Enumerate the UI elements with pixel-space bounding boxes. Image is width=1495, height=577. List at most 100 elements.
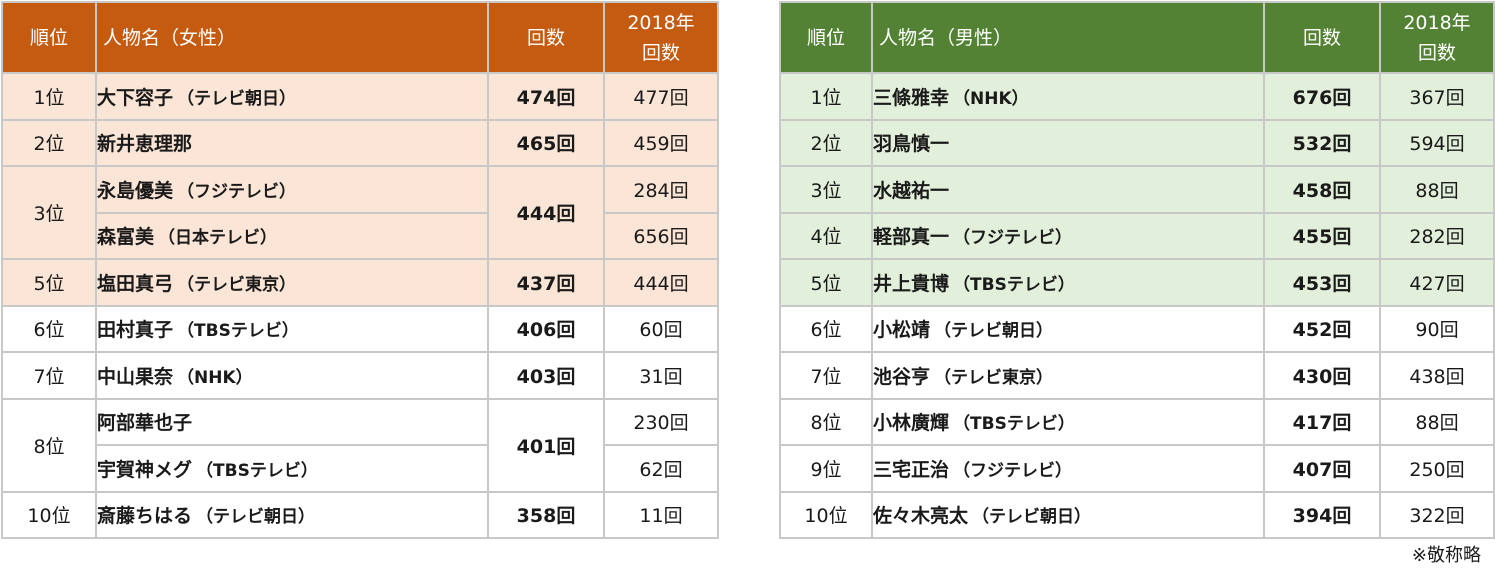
rank-cell: 5位 xyxy=(1,258,97,307)
rank-cell: 5位 xyxy=(779,258,873,307)
affiliation: （フジテレビ） xyxy=(177,181,297,202)
affiliation: （TBSテレビ） xyxy=(196,460,318,481)
person-name: 中山果奈 xyxy=(97,365,174,388)
rank-cell: 7位 xyxy=(779,351,873,400)
table-row: 宇賀神メグ （TBSテレビ） 62回 xyxy=(2,444,719,493)
affiliation: （テレビ東京） xyxy=(934,367,1054,388)
rank-cell: 6位 xyxy=(779,304,873,353)
affiliation: （フジテレビ） xyxy=(953,228,1073,249)
name-cell: 三條雅幸 （NHK） xyxy=(871,72,1265,121)
rank-cell: 3位 xyxy=(1,165,97,260)
affiliation: （テレビ朝日） xyxy=(177,88,297,109)
prev-count-cell: 459回 xyxy=(603,118,719,167)
affiliation: （テレビ朝日） xyxy=(196,507,316,528)
name-cell: 軽部真一 （フジテレビ） xyxy=(871,211,1265,260)
person-name: 羽鳥慎一 xyxy=(873,133,950,156)
affiliation: （TBSテレビ） xyxy=(953,414,1075,435)
rank-cell: 4位 xyxy=(779,211,873,260)
person-name: 水越祐一 xyxy=(873,179,950,202)
affiliation: （NHK） xyxy=(953,88,1029,109)
count-header: 回数 xyxy=(1263,1,1381,74)
person-name: 田村真子 xyxy=(97,319,174,342)
count-cell: 417回 xyxy=(1263,397,1381,446)
prev-count-header: 2018年 回数 xyxy=(603,1,719,74)
affiliation: （TBSテレビ） xyxy=(177,321,299,342)
count-cell: 474回 xyxy=(487,72,605,121)
table-row: 10位 佐々木亮太 （テレビ朝日） 394回 322回 xyxy=(779,490,1495,539)
count-cell: 676回 xyxy=(1263,72,1381,121)
affiliation: （NHK） xyxy=(177,367,253,388)
rank-cell: 9位 xyxy=(779,444,873,493)
rank-cell: 2位 xyxy=(1,118,97,167)
count-cell: 406回 xyxy=(487,304,605,353)
name-cell: 水越祐一 xyxy=(871,165,1265,214)
person-name: 大下容子 xyxy=(97,86,174,109)
person-name: 三條雅幸 xyxy=(873,86,950,109)
name-cell: 羽鳥慎一 xyxy=(871,118,1265,167)
honorifics-omitted-note: ※敬称略 xyxy=(1411,545,1481,566)
person-name: 井上貴博 xyxy=(873,272,950,295)
table-row: 2位 新井恵理那 465回 459回 xyxy=(1,118,719,167)
prev-count-cell: 250回 xyxy=(1379,444,1495,493)
person-name: 宇賀神メグ xyxy=(97,458,193,481)
name-cell: 池谷亨 （テレビ東京） xyxy=(871,351,1265,400)
affiliation: （テレビ東京） xyxy=(177,274,297,295)
person-name: 佐々木亮太 xyxy=(873,505,969,528)
prev-count-cell: 60回 xyxy=(603,304,719,353)
affiliation: （テレビ朝日） xyxy=(934,321,1054,342)
rank-header: 順位 xyxy=(779,1,873,74)
prev-count-cell: 11回 xyxy=(603,490,719,539)
table-row: 7位 中山果奈 （NHK） 403回 31回 xyxy=(1,351,719,400)
table-header-row: 順位 人物名（男性） 回数 2018年 回数 xyxy=(779,1,1495,74)
prev-count-cell: 90回 xyxy=(1379,304,1495,353)
table-row: 8位 小林廣輝 （TBSテレビ） 417回 88回 xyxy=(779,397,1495,446)
person-name: 永島優美 xyxy=(97,179,174,202)
table-row: 1位 三條雅幸 （NHK） 676回 367回 xyxy=(779,72,1495,121)
count-cell: 532回 xyxy=(1263,118,1381,167)
count-cell: 465回 xyxy=(487,118,605,167)
prev-count-header: 2018年回数 xyxy=(1379,1,1495,74)
rank-cell: 2位 xyxy=(779,118,873,167)
count-cell: 430回 xyxy=(1263,351,1381,400)
affiliation: （TBSテレビ） xyxy=(953,274,1075,295)
name-cell: 田村真子 （TBSテレビ） xyxy=(95,304,489,353)
count-cell: 455回 xyxy=(1263,211,1381,260)
prev-count-cell: 88回 xyxy=(1379,397,1495,446)
rank-cell: 1位 xyxy=(1,72,97,121)
prev-count-header-line1: 2018年 xyxy=(1403,11,1471,34)
name-cell: 阿部華也子 xyxy=(95,397,489,446)
prev-count-cell: 62回 xyxy=(603,444,719,493)
table-row: 9位 三宅正治 （フジテレビ） 407回 250回 xyxy=(779,444,1495,493)
rank-cell: 8位 xyxy=(779,397,873,446)
count-cell: 358回 xyxy=(487,490,605,539)
rank-cell: 10位 xyxy=(779,490,873,539)
table-row: 2位 羽鳥慎一 532回 594回 xyxy=(779,118,1495,167)
prev-count-cell: 230回 xyxy=(603,397,719,446)
name-cell: 塩田真弓 （テレビ東京） xyxy=(95,258,489,307)
prev-count-header-line1: 2018年 xyxy=(627,11,695,34)
count-cell: 453回 xyxy=(1263,258,1381,307)
table-row: 8位 阿部華也子 401回 230回 xyxy=(1,397,719,493)
table-row: 4位 軽部真一 （フジテレビ） 455回 282回 xyxy=(779,211,1495,260)
prev-count-cell: 656回 xyxy=(603,211,719,260)
prev-count-cell: 88回 xyxy=(1379,165,1495,214)
count-cell: 403回 xyxy=(487,351,605,400)
name-cell: 中山果奈 （NHK） xyxy=(95,351,489,400)
table-row: 7位 池谷亨 （テレビ東京） 430回 438回 xyxy=(779,351,1495,400)
name-cell: 佐々木亮太 （テレビ朝日） xyxy=(871,490,1265,539)
women-ranking-table: 順位 人物名（女性） 回数 2018年 回数 1位 大下容子 （テレビ朝日） 474… xyxy=(1,1,719,539)
count-header: 回数 xyxy=(487,1,605,74)
table-row: 森富美 （日本テレビ） 656回 xyxy=(2,211,719,260)
person-name: 軽部真一 xyxy=(873,226,950,249)
rank-cell: 7位 xyxy=(1,351,97,400)
person-name: 阿部華也子 xyxy=(97,412,193,435)
count-cell: 407回 xyxy=(1263,444,1381,493)
affiliation: （フジテレビ） xyxy=(953,460,1073,481)
prev-count-header-line2: 回数 xyxy=(1417,41,1456,64)
prev-count-cell: 594回 xyxy=(1379,118,1495,167)
name-cell: 宇賀神メグ （TBSテレビ） xyxy=(95,444,489,493)
name-cell: 森富美 （日本テレビ） xyxy=(95,211,489,260)
prev-count-cell: 367回 xyxy=(1379,72,1495,121)
affiliation: （テレビ朝日） xyxy=(972,507,1092,528)
name-cell: 小林廣輝 （TBSテレビ） xyxy=(871,397,1265,446)
